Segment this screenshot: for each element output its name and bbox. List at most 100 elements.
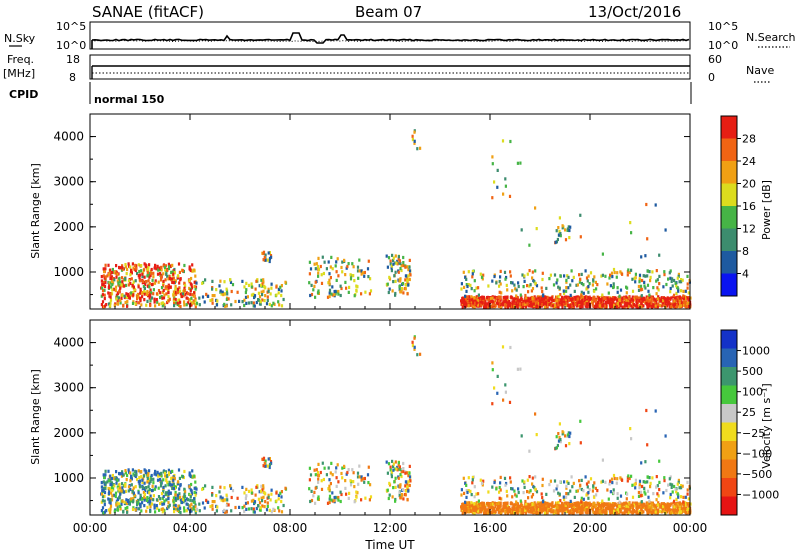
- heatmap-cell: [392, 258, 395, 263]
- heatmap-cell: [353, 279, 356, 283]
- heatmap-cell: [141, 295, 144, 299]
- heatmap-cell: [219, 495, 222, 499]
- heatmap-cell: [646, 489, 650, 493]
- heatmap-cell: [132, 280, 135, 284]
- heatmap-cell: [489, 502, 493, 507]
- heatmap-cell: [153, 281, 157, 285]
- heatmap-cell: [658, 253, 661, 257]
- heatmap-cell: [398, 484, 401, 488]
- nave-tick-top: 60: [708, 53, 722, 66]
- heatmap-cell: [328, 500, 331, 505]
- heatmap-cell: [570, 475, 573, 479]
- heatmap-cell: [224, 304, 227, 308]
- heatmap-cell: [521, 273, 524, 277]
- heatmap-cell: [171, 469, 174, 473]
- heatmap-cell: [486, 302, 489, 306]
- heatmap-cell: [158, 472, 161, 476]
- heatmap-cell: [194, 480, 197, 484]
- heatmap-cell: [662, 505, 665, 509]
- heatmap-cell: [460, 287, 463, 291]
- heatmap-cell: [178, 476, 181, 480]
- heatmap-cell: [308, 272, 311, 276]
- heatmap-cell: [537, 302, 540, 306]
- heatmap-cell: [323, 466, 326, 470]
- heatmap-cell: [571, 503, 574, 507]
- heatmap-cell: [399, 267, 402, 271]
- heatmap-cell: [335, 476, 338, 480]
- heatmap-cell: [550, 304, 553, 308]
- freq-unit: [MHz]: [3, 67, 35, 80]
- heatmap-cell: [627, 268, 630, 272]
- heatmap-cell: [506, 288, 509, 292]
- heatmap-cell: [515, 494, 518, 498]
- heatmap-cell: [222, 293, 225, 297]
- heatmap-cell: [517, 284, 520, 289]
- heatmap-cell: [680, 300, 683, 304]
- heatmap-cell: [335, 270, 338, 274]
- heatmap-cell: [625, 298, 628, 302]
- heatmap-cell: [107, 291, 110, 295]
- heatmap-cell: [176, 507, 179, 511]
- heatmap-cell: [148, 502, 151, 506]
- heatmap-cell: [164, 491, 168, 495]
- heatmap-cell: [504, 184, 507, 188]
- x-tick-label: 00:00: [73, 521, 108, 535]
- heatmap-cell: [655, 279, 658, 283]
- heatmap-cell: [192, 500, 196, 504]
- heatmap-cell: [592, 502, 595, 506]
- heatmap-cell: [179, 506, 182, 510]
- heatmap-cell: [159, 291, 162, 295]
- heatmap-cell: [612, 296, 615, 300]
- heatmap-cell: [101, 293, 104, 297]
- heatmap-cell: [348, 285, 351, 289]
- heatmap-cell: [398, 261, 401, 265]
- heatmap-cell: [148, 500, 152, 504]
- heatmap-cell: [618, 294, 621, 298]
- heatmap-cell: [394, 279, 397, 283]
- heatmap-cell: [482, 479, 485, 483]
- heatmap-cell: [400, 470, 403, 474]
- heatmap-cell: [138, 278, 141, 282]
- heatmap-cell: [102, 267, 105, 271]
- heatmap-cell: [143, 504, 146, 508]
- heatmap-cell: [468, 505, 471, 509]
- heatmap-cell: [550, 296, 553, 300]
- heatmap-cell: [404, 471, 407, 475]
- heatmap-cell: [162, 279, 165, 283]
- heatmap-cell: [471, 504, 474, 508]
- heatmap-cell: [413, 141, 416, 145]
- heatmap-cell: [103, 476, 106, 480]
- heatmap-cell: [143, 298, 146, 302]
- heatmap-cell: [506, 504, 509, 509]
- heatmap-cell: [146, 290, 149, 294]
- heatmap-cell: [107, 280, 110, 285]
- heatmap-cell: [579, 213, 582, 217]
- heatmap-cell: [146, 474, 150, 478]
- heatmap-cell: [340, 471, 343, 476]
- heatmap-cell: [136, 294, 139, 298]
- heatmap-cell: [626, 273, 629, 277]
- heatmap-cell: [147, 472, 150, 476]
- heatmap-cell: [509, 345, 512, 350]
- heatmap-cell: [136, 500, 139, 504]
- heatmap-cell: [317, 271, 320, 275]
- heatmap-cell: [250, 301, 253, 305]
- heatmap-cell: [487, 301, 490, 305]
- heatmap-cell: [657, 295, 660, 299]
- heatmap-cell: [152, 292, 155, 296]
- heatmap-cell: [491, 509, 494, 513]
- heatmap-cell: [102, 473, 105, 477]
- heatmap-cell: [111, 267, 114, 272]
- heatmap-cell: [575, 508, 578, 512]
- heatmap-cell: [150, 291, 153, 295]
- heatmap-cell: [677, 289, 680, 293]
- heatmap-cell: [169, 285, 172, 289]
- heatmap-cell: [600, 504, 603, 508]
- heatmap-cell: [605, 300, 609, 304]
- heatmap-cell: [477, 293, 480, 297]
- heatmap-cell: [167, 471, 171, 475]
- heatmap-cell: [367, 465, 370, 469]
- heatmap-cell: [221, 290, 224, 294]
- heatmap-cell: [620, 505, 623, 509]
- heatmap-cell: [121, 499, 124, 503]
